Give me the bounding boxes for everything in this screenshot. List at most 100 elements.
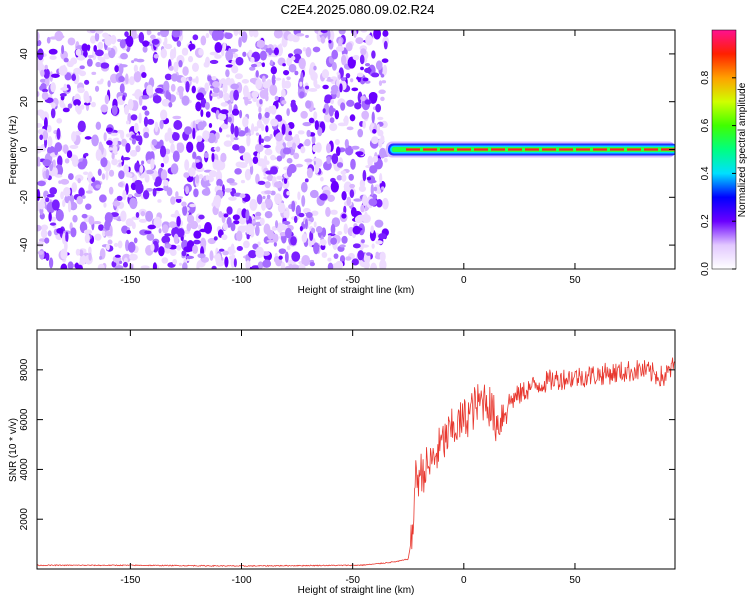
x-tick-label: -50 [345,275,360,286]
spectrogram-noise-cell [65,231,69,243]
spectrogram-noise-cell [295,33,305,37]
spectrogram-noise-cell [123,105,130,115]
spectrogram-noise-cell [284,135,293,142]
spectrogram-noise-cell [308,88,318,92]
spectrogram-noise-cell [327,194,335,202]
spectrogram-noise-cell [297,263,306,269]
spectrogram-noise-cell [356,76,360,80]
spectrogram-noise-cell [59,98,65,108]
spectrogram-noise-cell [45,252,50,261]
spectrogram-noise-cell [234,73,243,80]
spectrogram-noise-cell [154,121,159,133]
spectrogram-noise-cell [117,181,124,188]
spectrogram-noise-cell [127,98,134,111]
spectrogram-noise-cell [176,54,185,65]
spectrogram-noise-cell [181,250,187,257]
spectrogram-noise-cell [135,145,141,153]
spectrogram-noise-cell [264,148,273,156]
spectrogram-noise-cell [371,111,375,124]
spectrogram-noise-cell [71,132,76,142]
spectrogram-noise-cell [225,134,231,138]
spectrogram-noise-cell [60,178,70,185]
spectrogram-noise-cell [319,176,324,182]
spectrogram-noise-cell [192,127,196,140]
spectrogram-noise-cell [313,65,317,71]
spectrogram-noise-cell [86,58,93,67]
spectrogram-noise-cell [55,34,65,39]
spectrogram-noise-cell [382,64,388,76]
spectrogram-noise-cell [334,139,340,146]
spectrogram-noise-cell [305,85,310,90]
spectrogram-noise-cell [134,179,143,187]
spectrogram-noise-cell [349,189,355,199]
spectrogram-noise-cell [134,162,141,172]
spectrogram-noise-cell [118,75,125,83]
spectrogram-noise-cell [232,144,240,151]
spectrogram-noise-cell [187,55,194,63]
spectrogram-noise-cell [300,146,306,154]
spectrogram-noise-cell [288,130,293,136]
spectrogram-noise-cell [168,65,174,71]
spectrogram-noise-cell [290,101,297,109]
spectrogram-noise-cell [331,153,339,165]
spectrogram-noise-cell [94,32,100,42]
spectrogram-noise-cell [71,182,78,193]
spectrogram-noise-cell [144,110,150,116]
spectrogram-noise-cell [309,262,315,267]
spectrogram-noise-cell [97,41,104,50]
spectrogram-noise-cell [104,35,113,47]
spectrogram-noise-cell [131,134,137,139]
spectrogram-noise-cell [88,215,95,225]
spectrogram-noise-cell [230,222,236,232]
spectrogram-noise-cell [270,105,277,115]
spectrogram-noise-cell [201,188,211,196]
spectrogram-noise-cell [220,109,229,115]
snr-frame [36,329,676,570]
spectrogram-noise-cell [155,176,162,187]
spectrogram-noise-cell [258,106,262,113]
spectrogram-noise-cell [161,235,171,244]
spectrogram-noise-cell [211,265,217,269]
spectrogram-noise-cell [365,34,373,46]
spectrogram-noise-cell [223,140,233,147]
spectrogram-noise-cell [192,151,197,159]
colorbar-ticks: 0.0 0.2 0.4 0.6 0.8 [700,70,736,276]
spectrogram-noise-cell [330,84,339,93]
spectrogram-noise-cell [176,215,181,227]
spectrogram-noise-cell [74,130,82,136]
spectrogram-noise-cell [229,48,239,53]
spectrogram-noise-cell [38,200,46,210]
spectrogram-noise-cell [370,183,374,196]
spectrogram-noise-cell [41,91,49,100]
spectrogram-noise-cell [358,185,367,192]
spectrogram-noise-cell [207,75,212,82]
spectrogram-noise-cell [223,92,230,102]
spectrogram-noise-cell [273,30,283,39]
spectrogram-noise-cell [62,144,69,154]
y-tick-label: 40 [19,48,30,60]
spectrogram-noise-cell [265,48,271,53]
spectrogram-noise-cell [371,72,380,78]
spectrogram-noise-cell [341,174,347,182]
spectrogram-noise-cell [226,178,235,184]
spectrogram-noise-cell [265,160,270,165]
spectrogram-noise-cell [297,191,301,201]
spectrogram-noise-cell [326,156,331,165]
spectrogram-noise-cell [198,214,205,220]
spectrogram-noise-cell [82,50,88,57]
spectrogram-noise-cell [198,224,202,230]
spectrogram-noise-cell [160,30,169,38]
spectrogram-noise-cell [284,251,289,263]
spectrogram-noise-cell [132,93,141,97]
spectrogram-noise-cell [364,99,372,105]
spectrogram-noise-cell [212,159,219,170]
spectrogram-noise-cell [209,250,214,261]
spectrogram-noise-cell [264,190,272,195]
spectrogram-noise-cell [37,189,41,201]
spectrogram-noise-cell [334,110,340,120]
spectrogram-noise-cell [129,197,138,210]
spectrogram-noise-cell [84,136,92,140]
spectrogram-noise-cell [103,132,107,142]
spectrogram-noise-cell [85,96,90,104]
spectrogram-noise-cell [135,211,140,218]
